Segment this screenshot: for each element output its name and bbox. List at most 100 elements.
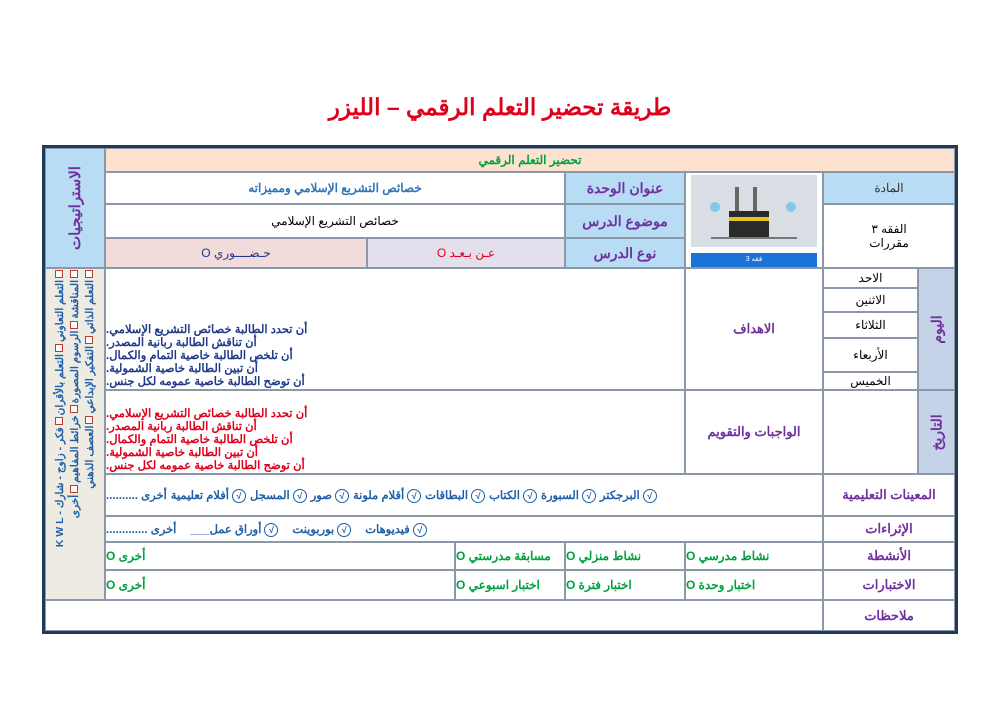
day-option[interactable]: الاثنين: [823, 288, 918, 312]
activities-option[interactable]: مسابقة مدرستي O: [455, 542, 565, 570]
strategies-label-text: الاستراتيجيات: [67, 166, 84, 250]
date-value[interactable]: [823, 390, 918, 474]
check-circle-icon: √: [581, 488, 596, 503]
check-circle-icon: √: [407, 488, 422, 503]
aids-label: المعينات التعليمية: [823, 474, 955, 516]
lesson-plan-table: [42, 145, 958, 634]
activities-label: الأنشطة: [823, 542, 955, 570]
tests-label: الاختبارات: [823, 570, 955, 600]
aids-item[interactable]: √البطاقات: [425, 488, 486, 503]
objectives-item: أن توضح الطالبة خاصية عمومه لكل جنس.: [106, 376, 305, 388]
subject-value[interactable]: الفقه ٣ مقررات: [823, 204, 955, 268]
objectives-item: أن تبين الطالبة خاصية الشمولية.: [106, 363, 258, 375]
homework-item: أن توضح الطالبة خاصية عمومه لكل جنس.: [106, 460, 305, 472]
strategy-option: التعلم التعاوني: [53, 280, 66, 343]
checkbox-icon[interactable]: [84, 270, 93, 278]
objectives-text[interactable]: أن تحدد الطالبة خصائص التشريع الإسلامي. أ…: [105, 268, 685, 390]
check-circle-icon: √: [412, 522, 427, 537]
aids-item-label: المسجل: [249, 489, 290, 502]
strategy-option: التعلم بالأقران: [53, 354, 66, 416]
checkbox-icon[interactable]: [54, 270, 63, 278]
aids-item-label: أقلام ملونة: [353, 489, 405, 502]
aids-item[interactable]: أخرى ..........: [106, 488, 167, 502]
tests-option[interactable]: اختبار وحدة O: [685, 570, 823, 600]
enrichment-label: الإثراءات: [823, 516, 955, 542]
subject-image: فقه 3: [685, 172, 823, 268]
aids-item-label: أخرى ..........: [106, 490, 167, 502]
enrichment-item[interactable]: أخرى .............: [106, 522, 176, 536]
strategy-option: الرسوم المصورة: [68, 330, 81, 404]
checkbox-icon[interactable]: [84, 335, 93, 344]
tests-option[interactable]: أخرى O: [105, 570, 455, 600]
activities-option[interactable]: نشاط مدرسي O: [685, 542, 823, 570]
enrichment-item[interactable]: √فيديوهات: [365, 522, 427, 537]
aids-item[interactable]: √السبورة: [541, 488, 596, 503]
lesson-topic-value[interactable]: خصائص التشريع الإسلامي: [105, 204, 565, 238]
strategy-option: التعلم الذاتي: [83, 280, 96, 334]
day-label: اليوم: [918, 268, 955, 390]
strategies-line: المناقشة الرسوم المصورة خرائط المفاهيم أخرى: [68, 269, 83, 518]
strategy-option: العصف الذهني: [83, 425, 96, 489]
subject-name: الفقه ٣: [871, 222, 907, 236]
image-caption: فقه 3: [691, 253, 817, 267]
activities-option[interactable]: نشاط منزلي O: [565, 542, 685, 570]
aids-item[interactable]: √أفلام تعليمية: [171, 488, 246, 503]
strategy-option: خرائط المفاهيم: [68, 415, 81, 483]
activities-option[interactable]: أخرى O: [105, 542, 455, 570]
homework-text[interactable]: أن تحدد الطالبة خصائص التشريع الإسلامي. أ…: [105, 390, 685, 474]
checkbox-icon[interactable]: [54, 417, 63, 426]
enrichment-item-label: أوراق عمل___: [190, 523, 262, 536]
aids-item-label: أفلام تعليمية: [170, 489, 229, 502]
inperson-option[interactable]: حـضــــوري O: [105, 238, 367, 268]
aids-item[interactable]: √صور: [311, 488, 349, 503]
objectives-item: أن تناقش الطالبة ربانية المصدر.: [106, 337, 257, 349]
lesson-topic-label: موضوع الدرس: [565, 204, 685, 238]
homework-item: أن تلخص الطالبة خاصية التمام والكمال.: [106, 434, 293, 446]
enrichment-list: √فيديوهات √بوربوينت √أوراق عمل___ أخرى ....…: [105, 516, 823, 542]
check-circle-icon: √: [522, 488, 537, 503]
date-label: التاريخ: [918, 390, 955, 474]
homework-item: أن تناقش الطالبة ربانية المصدر.: [106, 421, 257, 433]
table-header: تحضير التعلم الرقمي: [105, 148, 955, 172]
checkbox-icon[interactable]: [54, 344, 63, 353]
day-option[interactable]: الثلاثاء: [823, 312, 918, 338]
day-option[interactable]: الأربعاء: [823, 338, 918, 372]
enrichment-item[interactable]: √بوربوينت: [292, 522, 352, 537]
enrichment-item[interactable]: √أوراق عمل___: [190, 522, 279, 537]
day-option[interactable]: الخميس: [823, 372, 918, 390]
check-circle-icon: √: [292, 488, 307, 503]
checkbox-icon[interactable]: [84, 415, 93, 424]
aids-item[interactable]: √المسجل: [250, 488, 307, 503]
lesson-type-label: نوع الدرس: [565, 238, 685, 268]
unit-title-label: عنوان الوحدة: [565, 172, 685, 204]
check-circle-icon: √: [264, 522, 279, 537]
enrichment-item-label: أخرى .............: [106, 524, 177, 536]
objectives-item: أن تلخص الطالبة خاصية التمام والكمال.: [106, 350, 293, 362]
notes-label: ملاحظات: [823, 600, 955, 631]
aids-list: √البرجكتر √السبورة √الكتاب √البطاقات √أقلام …: [105, 474, 823, 516]
aids-item[interactable]: √البرجكتر: [600, 488, 657, 503]
checkbox-icon[interactable]: [69, 484, 78, 493]
checkbox-icon[interactable]: [69, 270, 78, 278]
objectives-item: أن تحدد الطالبة خصائص التشريع الإسلامي.: [106, 324, 308, 336]
checkbox-icon[interactable]: [69, 320, 78, 329]
aids-item[interactable]: √أقلام ملونة: [353, 488, 422, 503]
homework-item: أن تحدد الطالبة خصائص التشريع الإسلامي.: [106, 408, 308, 420]
enrichment-item-label: بوربوينت: [292, 523, 335, 536]
tests-option[interactable]: اختبار فترة O: [565, 570, 685, 600]
day-option[interactable]: الاحد: [823, 268, 918, 288]
enrichment-item-label: فيديوهات: [365, 523, 410, 536]
checkbox-icon[interactable]: [69, 405, 78, 414]
homework-item: أن تبين الطالبة خاصية الشمولية.: [106, 447, 258, 459]
strategies-line: التعلم التعاوني التعلم بالأقران فكر - زاوج…: [53, 269, 68, 547]
remote-option[interactable]: عـن بـعـد O: [367, 238, 565, 268]
homework-label: الواجبات والتقويم: [685, 390, 823, 474]
tests-option[interactable]: اختبار اسبوعي O: [455, 570, 565, 600]
strategies-list: التعلم التعاوني التعلم بالأقران فكر - زاوج…: [45, 268, 105, 600]
unit-title-value[interactable]: خصائص التشريع الإسلامي ومميزاته: [105, 172, 565, 204]
objectives-label: الاهداف: [685, 268, 823, 390]
strategies-line: التعلم الذاتي التفكير الإبداعي العصف الذهن…: [83, 269, 98, 489]
day-label-text: اليوم: [928, 314, 944, 344]
aids-item[interactable]: √الكتاب: [489, 488, 537, 503]
notes-value[interactable]: [45, 600, 823, 631]
